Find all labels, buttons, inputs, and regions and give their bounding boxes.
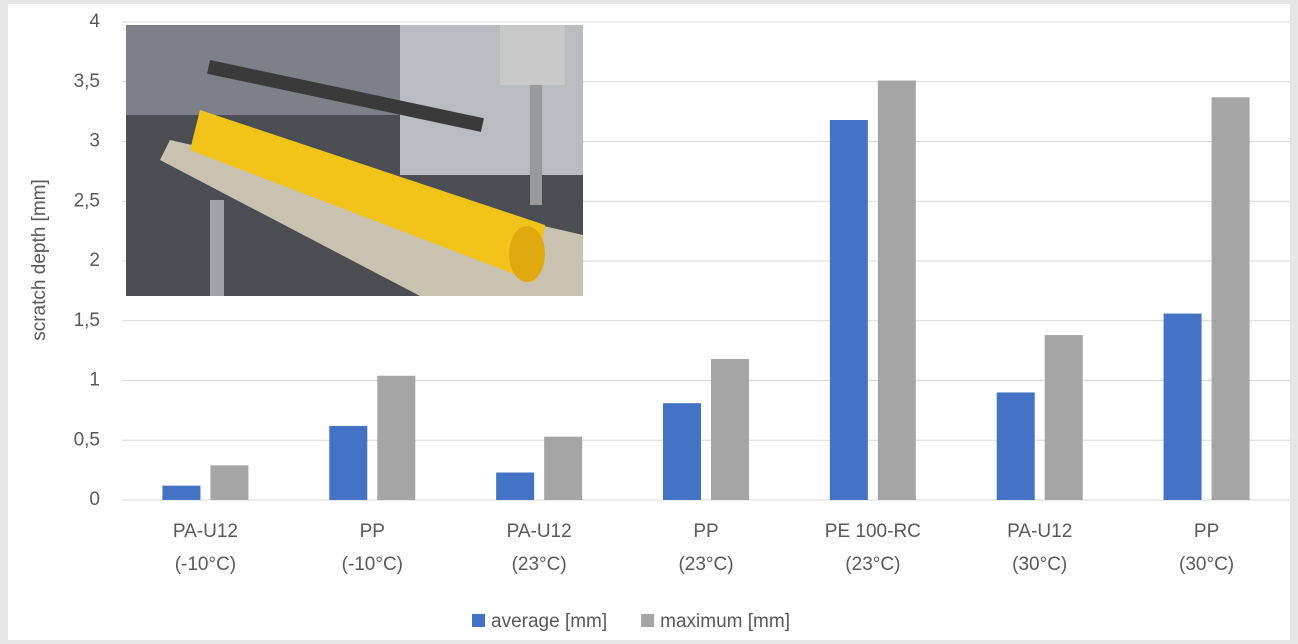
legend-swatch <box>641 614 654 627</box>
bar <box>544 437 582 500</box>
bar <box>663 403 701 500</box>
x-tick-label: PA-U12 <box>173 521 238 542</box>
bar <box>377 376 415 500</box>
y-tick-label: 3 <box>89 131 100 152</box>
x-tick-label: PP <box>1194 521 1219 542</box>
bar <box>997 392 1035 500</box>
bar <box>1045 335 1083 500</box>
page: 0 0,5 1 1,5 2 2,5 3 3,5 4 PA-U12 (-10°C) PP (-10°C) P… <box>0 0 1298 644</box>
y-tick-label: 4 <box>89 11 100 32</box>
y-tick-label: 2 <box>89 250 100 271</box>
y-tick-label: 3,5 <box>74 71 100 92</box>
x-tick-label: (-10°C) <box>175 554 236 575</box>
x-tick-label: (23°C) <box>512 554 567 575</box>
bar <box>878 81 916 500</box>
x-tick-label: (23°C) <box>678 554 733 575</box>
bar <box>496 473 534 500</box>
bar <box>711 359 749 500</box>
y-tick-label: 0 <box>89 489 100 510</box>
legend-label: average [mm] <box>491 611 607 632</box>
chart: 0 0,5 1 1,5 2 2,5 3 3,5 4 PA-U12 (-10°C) PP (-10°C) P… <box>0 0 1298 644</box>
bar <box>1164 314 1202 500</box>
bar <box>210 465 248 500</box>
bar <box>1212 97 1250 500</box>
x-tick-label: PP <box>693 521 718 542</box>
bar <box>329 426 367 500</box>
x-tick-label: PE 100-RC <box>825 521 921 542</box>
y-tick-label: 2,5 <box>74 190 100 211</box>
x-tick-label: (30°C) <box>1179 554 1234 575</box>
legend-swatch <box>472 614 485 627</box>
x-tick-label: (-10°C) <box>342 554 403 575</box>
y-tick-label: 0,5 <box>74 429 100 450</box>
inset-photo <box>126 25 583 296</box>
bar <box>162 486 200 500</box>
y-tick-label: 1 <box>89 370 100 391</box>
x-tick-label: (30°C) <box>1012 554 1067 575</box>
x-tick-label: PA-U12 <box>507 521 572 542</box>
x-tick-label: PP <box>360 521 385 542</box>
legend-label: maximum [mm] <box>660 611 790 632</box>
x-tick-label: (23°C) <box>845 554 900 575</box>
x-tick-label: PA-U12 <box>1007 521 1072 542</box>
bar <box>830 120 868 500</box>
y-tick-label: 1,5 <box>74 310 100 331</box>
y-axis-label: scratch depth [mm] <box>29 179 50 341</box>
